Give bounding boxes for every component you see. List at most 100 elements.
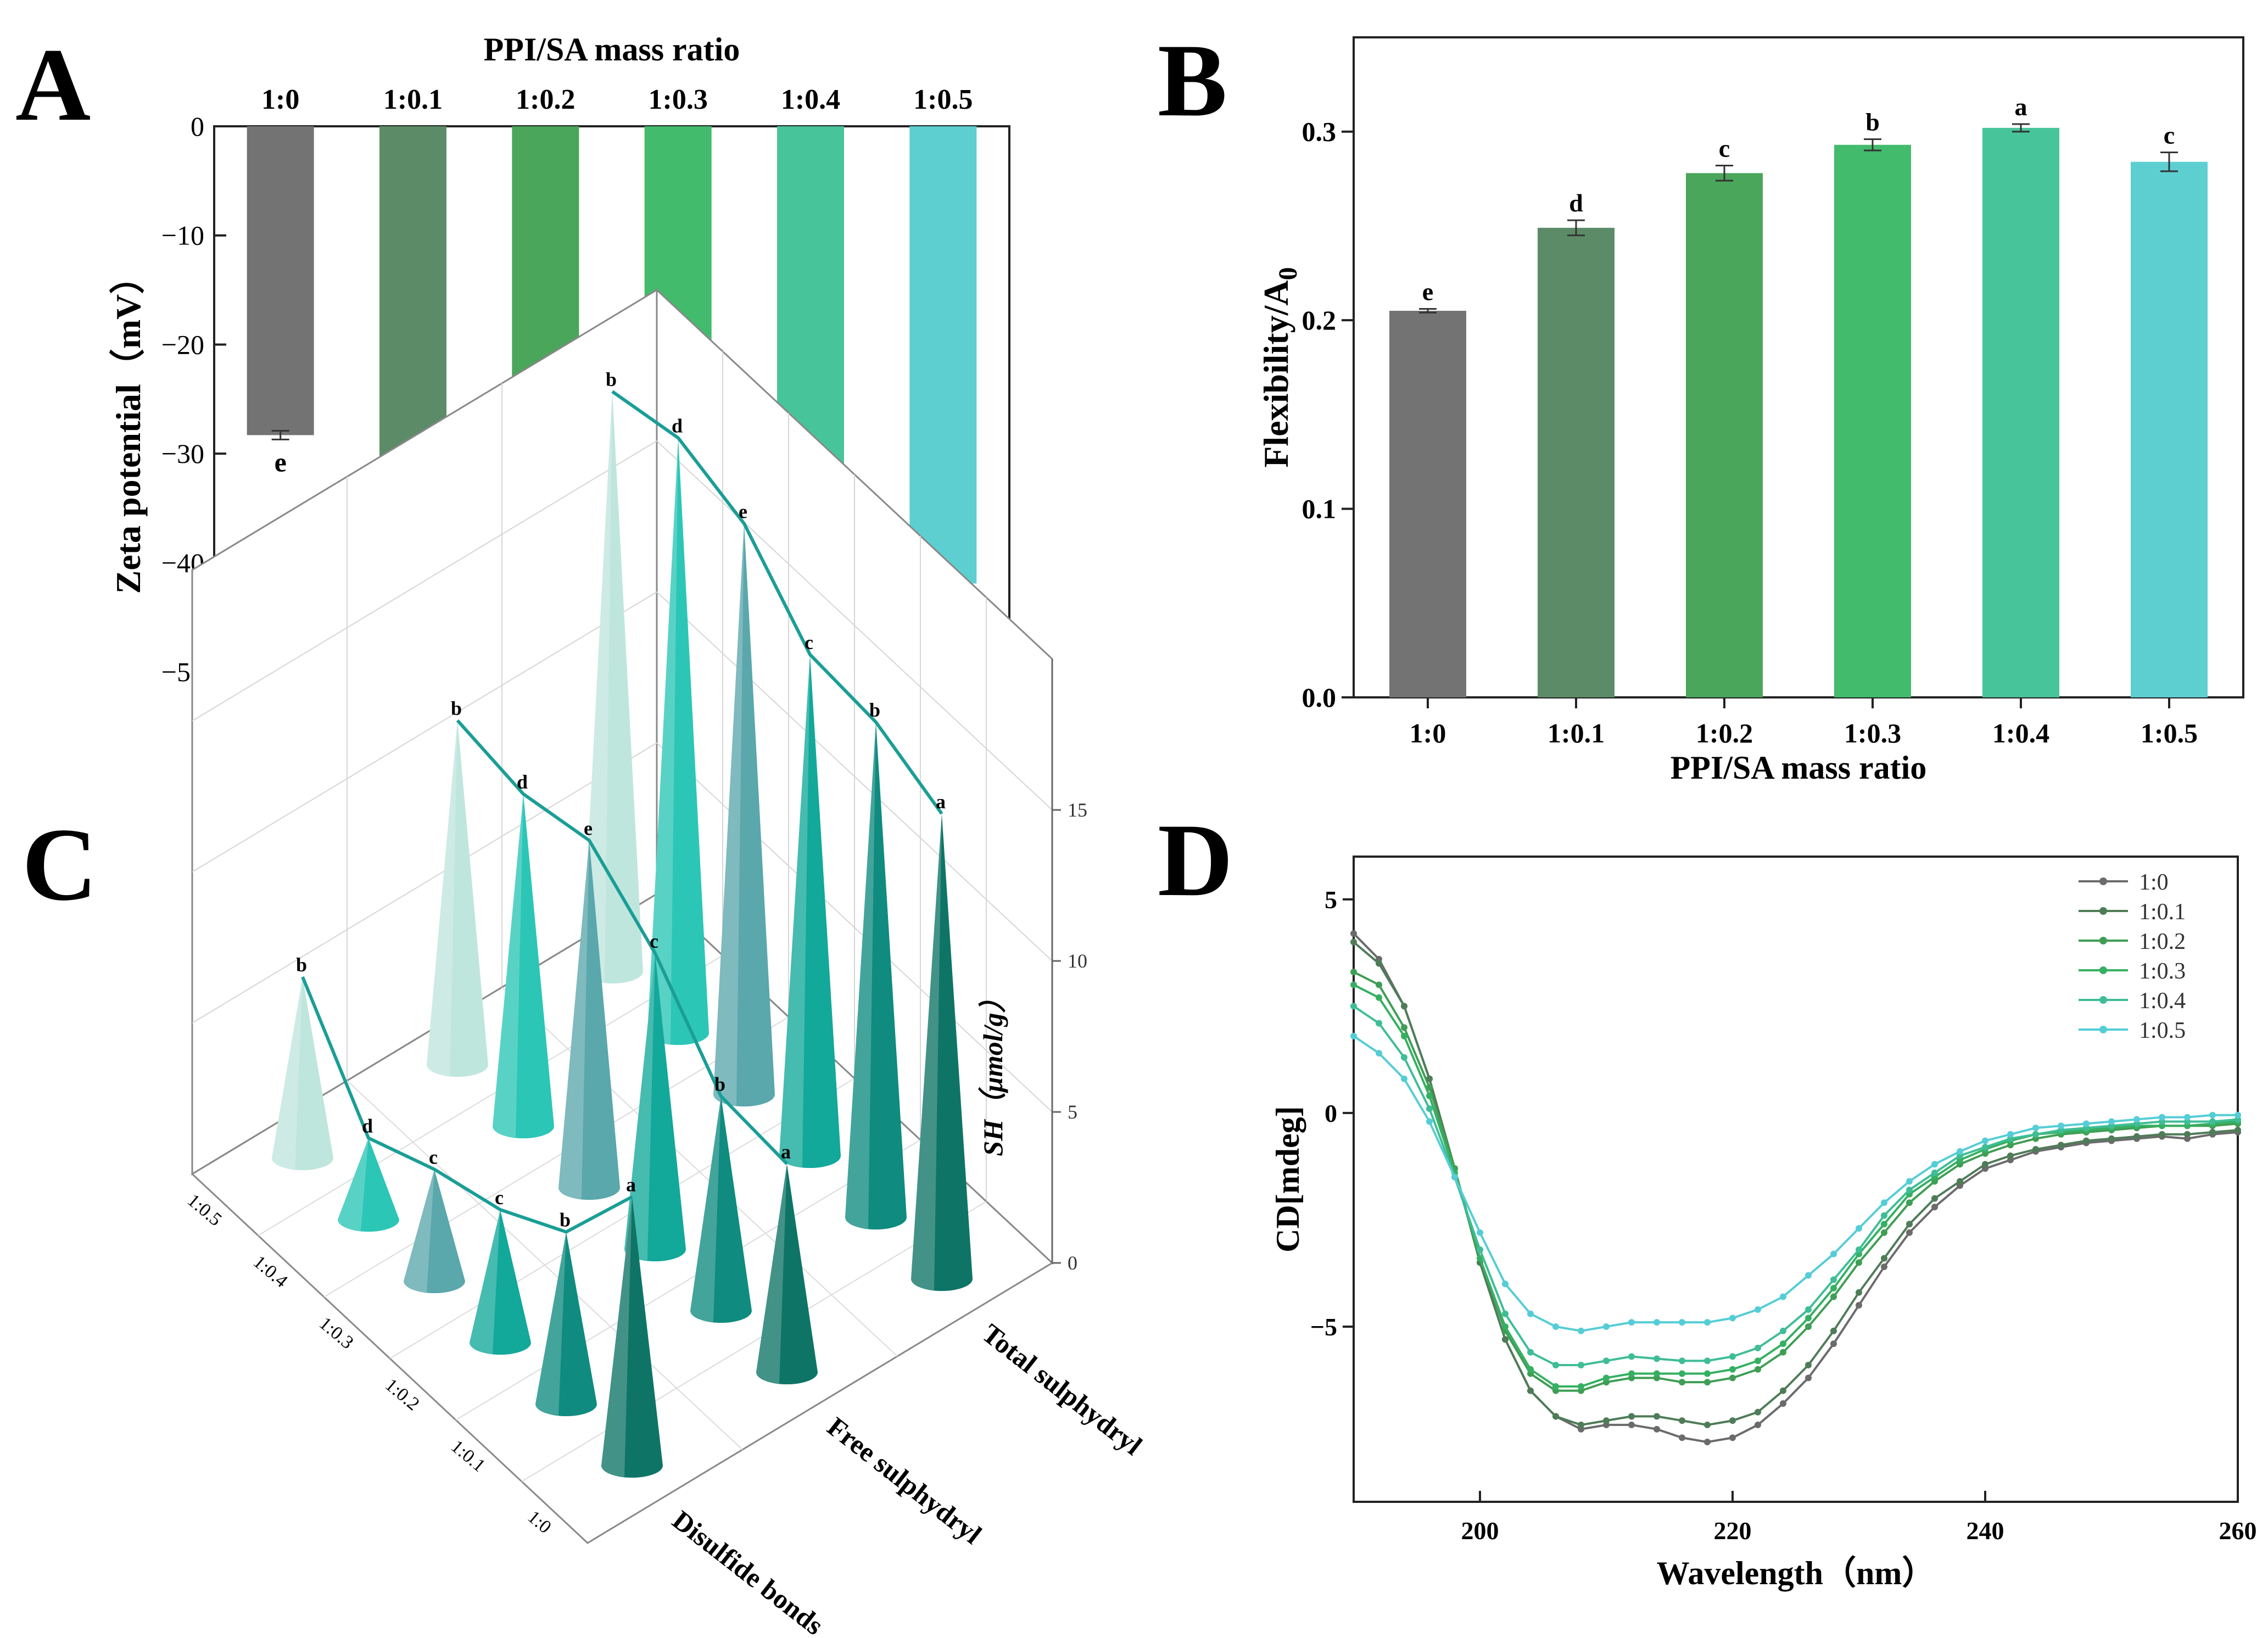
- series-point-d: [1881, 1212, 1887, 1219]
- series-point-d: [2083, 1137, 2090, 1144]
- z-tick-label: 10: [1068, 950, 1087, 972]
- cone-highlight-c: [582, 392, 612, 983]
- significance-letter-c: a: [781, 1141, 791, 1163]
- series-line-d: [1353, 971, 2238, 1392]
- bar-b: [1389, 310, 1466, 697]
- cone-c: [911, 814, 973, 1291]
- bar-b: [1834, 144, 1911, 697]
- series-point-d: [1350, 930, 1357, 937]
- series-point-d: [1830, 1293, 1837, 1300]
- legend-label-d: 1:0: [2139, 870, 2169, 895]
- x-tick-label-b: 1:0.3: [1844, 718, 1901, 748]
- cone-highlight-c: [404, 1169, 434, 1293]
- series-point-d: [1477, 1229, 1483, 1236]
- significance-letter-b: a: [2015, 93, 2027, 121]
- series-point-d: [2159, 1114, 2165, 1121]
- series-point-d: [1881, 1199, 1887, 1206]
- y-axis-title-a: Zeta potential（mV）: [109, 259, 148, 594]
- significance-letter-b: c: [2164, 121, 2175, 149]
- panel-d: D Wavelength（nm） CD[mdeg] 200 220 240 260 5 0 −5 1…: [1158, 803, 2257, 1591]
- bar-a: [247, 126, 314, 435]
- y-tick-label-b: 0.0: [1302, 682, 1337, 713]
- series-point-d: [1552, 1323, 1559, 1330]
- series-point-d: [2032, 1131, 2039, 1138]
- significance-letter-c: e: [739, 501, 747, 523]
- z-tick-label: 15: [1068, 799, 1087, 821]
- significance-letter-c: b: [869, 699, 880, 721]
- series-point-d: [1552, 1413, 1559, 1420]
- legend-label-d: 1:0.1: [2139, 899, 2186, 925]
- series-point-d: [1729, 1366, 1736, 1373]
- series-point-d: [1376, 1020, 1382, 1027]
- cone-highlight-c: [558, 840, 589, 1199]
- x-tick-label-a: 1:0.4: [781, 84, 840, 115]
- series-point-d: [1755, 1421, 1761, 1428]
- series-point-d: [1653, 1413, 1660, 1420]
- significance-letter-c: d: [517, 771, 528, 793]
- series-point-d: [1603, 1417, 1610, 1424]
- series-point-d: [1653, 1319, 1660, 1326]
- series-point-d: [1426, 1092, 1433, 1099]
- series-point-d: [1653, 1355, 1660, 1362]
- legend-marker-d: [2099, 907, 2107, 915]
- series-point-d: [1830, 1284, 1837, 1292]
- row-label-c: Disulfide bonds: [667, 1505, 829, 1638]
- series-point-d: [1401, 1054, 1407, 1061]
- series-point-d: [1805, 1323, 1812, 1330]
- series-point-d: [1527, 1310, 1534, 1317]
- series-point-d: [1603, 1323, 1610, 1330]
- series-point-d: [2235, 1127, 2241, 1134]
- series-point-d: [1931, 1161, 1938, 1168]
- series-point-d: [1906, 1178, 1913, 1185]
- x-tick-label-a: 1:0: [261, 84, 299, 115]
- y-tick-label-a: −20: [161, 329, 204, 360]
- significance-letter-c: a: [626, 1174, 636, 1196]
- legend-marker-d: [2099, 966, 2107, 974]
- series-point-d: [1502, 1281, 1509, 1288]
- series-point-d: [1830, 1327, 1837, 1334]
- series-point-d: [1755, 1408, 1761, 1416]
- z-axis-title: SH（μmol/g）: [977, 985, 1008, 1156]
- series-point-d: [1628, 1319, 1635, 1326]
- panel-label-b: B: [1158, 23, 1227, 138]
- series-point-d: [1679, 1434, 1685, 1441]
- series-point-d: [1350, 981, 1357, 988]
- cone-highlight-c: [601, 1197, 632, 1477]
- floor-grid-line: [347, 1080, 743, 1450]
- legend-marker-d: [2099, 1026, 2107, 1033]
- series-point-d: [1527, 1349, 1534, 1356]
- series-point-d: [2108, 1135, 2115, 1142]
- series-point-d: [1780, 1387, 1786, 1394]
- series-point-d: [1830, 1276, 1837, 1283]
- panel-label-a: A: [15, 27, 91, 143]
- series-point-d: [1881, 1264, 1887, 1271]
- series-point-d: [1729, 1315, 1736, 1322]
- panel-a: A PPI/SA mass ratio Zeta potential（mV） 0 −10…: [15, 27, 1010, 728]
- series-point-d: [1552, 1383, 1559, 1390]
- series-point-d: [2209, 1118, 2216, 1125]
- series-point-d: [2032, 1146, 2039, 1153]
- cone-highlight-c: [779, 655, 810, 1167]
- cone-c: [338, 1138, 399, 1232]
- series-point-d: [1401, 1075, 1407, 1082]
- cone-highlight-c: [624, 953, 655, 1261]
- cone-highlight-c: [493, 794, 523, 1138]
- series-point-d: [1350, 938, 1357, 946]
- series-point-d: [1628, 1413, 1635, 1420]
- cone-highlight-c: [647, 438, 678, 1044]
- y-axis-title-d: CD[mdeg]: [1270, 1106, 1306, 1253]
- series-point-d: [1881, 1221, 1887, 1228]
- x-tick-label-b: 1:0.2: [1696, 718, 1753, 748]
- cone-c: [845, 722, 907, 1229]
- x-tick-label-a: 1:0.3: [649, 84, 708, 115]
- series-point-d: [1856, 1302, 1862, 1309]
- series-point-d: [1931, 1195, 1938, 1202]
- x-tick-label-d: 260: [2219, 1517, 2257, 1545]
- series-point-d: [1805, 1374, 1812, 1382]
- row-label-c: Free sulphydryl: [822, 1411, 987, 1550]
- x-tick-label-a: 1:0.2: [516, 84, 575, 115]
- series-line-d: [1353, 1035, 2238, 1332]
- cone-c: [690, 1096, 752, 1323]
- legend-label-d: 1:0.3: [2139, 959, 2186, 984]
- x-tick-label-d: 200: [1461, 1517, 1499, 1545]
